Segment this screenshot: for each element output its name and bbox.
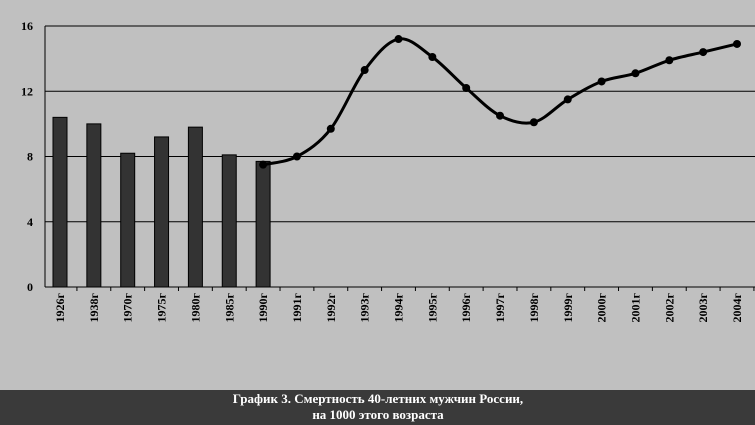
bar bbox=[187, 126, 203, 288]
point bbox=[529, 118, 538, 127]
x-tick-label: 1938г bbox=[87, 292, 101, 322]
x-tick-label: 1980г bbox=[188, 292, 202, 322]
chart-title: График 3. Смертность 40-летних мужчин Ро… bbox=[233, 391, 523, 406]
x-tick-label: 1985г bbox=[222, 292, 236, 322]
caption-band bbox=[0, 390, 755, 425]
x-tick-label: 1992г bbox=[324, 292, 338, 322]
x-tick-label: 1970г bbox=[121, 292, 135, 322]
y-tick-label: 8 bbox=[27, 150, 33, 164]
point bbox=[665, 56, 674, 65]
x-tick-label: 1995г bbox=[425, 292, 439, 322]
x-tick-label: 1999г bbox=[561, 292, 575, 322]
point bbox=[733, 39, 741, 48]
x-tick-label: 1975г bbox=[155, 292, 169, 322]
y-tick-label: 16 bbox=[21, 19, 33, 33]
x-tick-label: 1993г bbox=[358, 292, 372, 322]
point bbox=[563, 95, 572, 104]
bar bbox=[52, 116, 68, 288]
point bbox=[259, 160, 268, 169]
x-tick-label: 2004г bbox=[730, 292, 744, 322]
point bbox=[631, 69, 640, 78]
bar bbox=[120, 152, 136, 288]
x-tick-label: 2001г bbox=[628, 292, 642, 322]
bar bbox=[255, 160, 271, 288]
x-tick-label: 2003г bbox=[696, 292, 710, 322]
chart-title: на 1000 этого возраста bbox=[312, 407, 444, 422]
point bbox=[394, 35, 403, 44]
x-tick-label: 1991г bbox=[290, 292, 304, 322]
point bbox=[326, 124, 335, 133]
line bbox=[262, 37, 738, 167]
x-tick-label: 1997г bbox=[493, 292, 507, 322]
bar bbox=[86, 123, 102, 288]
x-tick-label: 1998г bbox=[527, 292, 541, 322]
y-tick-label: 4 bbox=[27, 215, 33, 229]
x-tick-label: 2002г bbox=[662, 292, 676, 322]
x-tick-label: 2000г bbox=[595, 292, 609, 322]
bar bbox=[221, 154, 237, 288]
x-tick-label: 1994г bbox=[392, 292, 406, 322]
bar bbox=[154, 136, 170, 288]
x-tick-label: 1990г bbox=[256, 292, 270, 322]
point bbox=[428, 52, 437, 61]
point bbox=[292, 152, 301, 161]
x-tick-label: 1996г bbox=[459, 292, 473, 322]
y-tick-label: 12 bbox=[21, 84, 33, 98]
point bbox=[699, 48, 708, 57]
point bbox=[597, 77, 606, 86]
point bbox=[360, 66, 369, 75]
y-tick-label: 0 bbox=[27, 280, 33, 294]
point bbox=[462, 83, 471, 92]
point bbox=[496, 111, 505, 120]
x-tick-label: 1926г bbox=[53, 292, 67, 322]
